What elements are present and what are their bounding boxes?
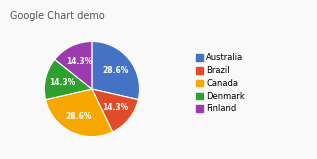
Text: 14.3%: 14.3% xyxy=(49,78,75,87)
Wedge shape xyxy=(55,41,92,89)
Text: 28.6%: 28.6% xyxy=(102,66,129,75)
Text: Google Chart demo: Google Chart demo xyxy=(10,11,104,21)
Wedge shape xyxy=(92,89,138,132)
Wedge shape xyxy=(92,41,139,100)
Wedge shape xyxy=(46,89,113,137)
Text: 14.3%: 14.3% xyxy=(102,103,129,112)
Text: 14.3%: 14.3% xyxy=(66,57,92,66)
Wedge shape xyxy=(44,59,92,100)
Legend: Australia, Brazil, Canada, Denmark, Finland: Australia, Brazil, Canada, Denmark, Finl… xyxy=(194,52,246,115)
Text: 28.6%: 28.6% xyxy=(66,112,92,121)
